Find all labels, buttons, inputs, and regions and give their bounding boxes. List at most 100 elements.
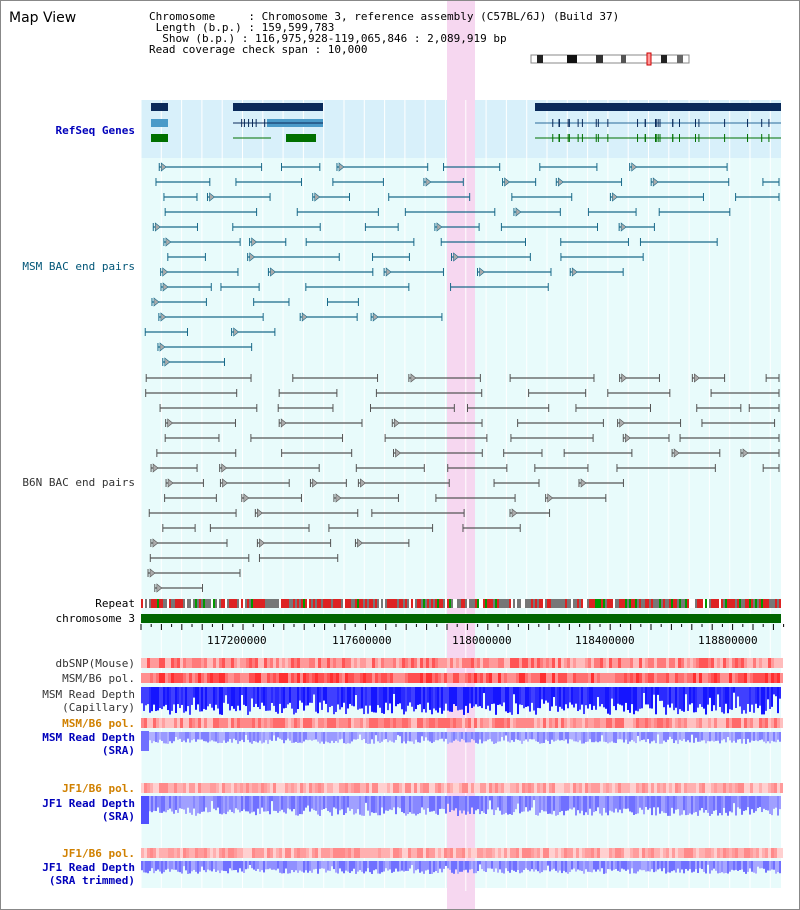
repeat-element [399, 599, 401, 608]
msm-b6-pol-orange-cell [747, 718, 750, 728]
msm-cap-depth-bar [491, 687, 493, 705]
msm-cap-depth-bar [159, 687, 161, 709]
msm-b6-pol-cell [453, 673, 456, 683]
msm-sra-depth-bar [329, 732, 331, 744]
jf1-b6-pol-cell [297, 783, 300, 793]
msm-b6-pol-orange-cell [345, 718, 348, 728]
msm-b6-pol-orange-cell [660, 718, 663, 728]
msm-b6-pol-orange-cell [684, 718, 687, 728]
msm-bac-label[interactable]: MSM BAC end pairs [22, 260, 135, 273]
msm-sra-depth-bar [263, 732, 265, 743]
msm-b6-pol-cell [165, 673, 168, 683]
jf1-b6-pol-cell [360, 783, 363, 793]
jf1-sra-depth-bar [615, 796, 617, 809]
jf1-b6-pol-2-cell [177, 848, 180, 858]
msm-b6-pol-cell [540, 673, 543, 683]
msm-b6-pol-orange-cell [324, 718, 327, 728]
jf1-b6-pol-2-cell [741, 848, 744, 858]
dbsnp-cell [678, 658, 681, 668]
msm-sra-depth-bar [683, 732, 685, 740]
jf1-b6-pol-cell [372, 783, 375, 793]
msm-sra-depth-spike [141, 731, 149, 751]
jf1-trim-depth-bar [645, 861, 647, 872]
msm-sra-depth-bar [161, 732, 163, 741]
msm-b6-pol-cell [771, 673, 774, 683]
jf1-trim-depth-bar [593, 861, 595, 870]
msm-b6-pol-cell [201, 673, 204, 683]
dbsnp-cell [645, 658, 648, 668]
msm-sra-depth-bar [667, 732, 669, 740]
repeat-element [745, 599, 747, 608]
dbsnp-cell [531, 658, 534, 668]
msm-cap-depth-bar [173, 687, 175, 705]
msm-sra-depth-bar [767, 732, 769, 742]
msm-b6-pol-orange-cell [168, 718, 171, 728]
msm-bac-pair-arrow [504, 177, 511, 187]
jf1-b6-pol-2-cell [471, 848, 474, 858]
jf1-sra-depth-bar [723, 796, 725, 808]
jf1-trim-depth-bar [533, 861, 535, 872]
msm-b6-pol-cell [180, 673, 183, 683]
jf1-trim-depth-bar [147, 861, 149, 874]
msm-sra-depth-bar [287, 732, 289, 739]
dbsnp-cell [219, 658, 222, 668]
msm-b6-pol-cell [651, 673, 654, 683]
repeat-element [261, 599, 263, 608]
jf1-trim-depth-bar [575, 861, 577, 872]
msm-b6-pol-orange-cell [357, 718, 360, 728]
jf1-trim-depth-bar [779, 861, 781, 874]
msm-cap-depth-bar [641, 687, 643, 709]
repeat-element [325, 599, 327, 608]
jf1-b6-pol-2-cell [465, 848, 468, 858]
msm-sra-depth-bar [437, 732, 439, 741]
jf1-b6-pol-2-cell [507, 848, 510, 858]
jf1-trim-depth-bar [743, 861, 745, 872]
msm-b6-pol-cell [597, 673, 600, 683]
msm-sra-depth-bar [409, 732, 411, 742]
jf1-trim-depth-bar [261, 861, 263, 871]
repeat-element [545, 599, 547, 608]
dbsnp-cell [585, 658, 588, 668]
repeat-element [313, 599, 315, 608]
msm-sra-depth-bar [463, 732, 465, 741]
msm-b6-pol-orange-cell [726, 718, 729, 728]
msm-cap-depth-bar [371, 687, 373, 712]
msm-b6-pol-cell [753, 673, 756, 683]
dbsnp-cell [249, 658, 252, 668]
msm-sra-depth-bar [731, 732, 733, 743]
jf1-trim-depth-bar [349, 861, 351, 873]
msm-b6-pol-orange-cell [210, 718, 213, 728]
msm-b6-pol-cell [705, 673, 708, 683]
dbsnp-cell [321, 658, 324, 668]
jf1-trim-depth-bar [561, 861, 563, 874]
msm-bac-pair-arrow [270, 267, 276, 277]
msm-sra-depth-bar [423, 732, 425, 741]
msm-b6-pol-cell [720, 673, 723, 683]
msm-b6-pol-cell [582, 673, 585, 683]
msm-sra-depth-bar [395, 732, 397, 740]
msm-cap-depth-bar [435, 687, 437, 711]
repeat-element [483, 599, 485, 608]
msm-b6-pol-cell [171, 673, 174, 683]
msm-sra-depth-bar [643, 732, 645, 740]
dbsnp-cell [156, 658, 159, 668]
msm-b6-pol-orange-cell [300, 718, 303, 728]
dbsnp-cell [639, 658, 642, 668]
jf1-sra-depth-bar [277, 796, 279, 813]
b6n-bac-label[interactable]: B6N BAC end pairs [22, 476, 135, 489]
msm-sra-depth-bar [319, 732, 321, 744]
msm-b6-pol-cell [303, 673, 306, 683]
repeat-element [283, 599, 285, 608]
repeat-element [143, 599, 145, 608]
msm-b6-pol-orange-cell [270, 718, 273, 728]
jf1-trim-depth-bar [551, 861, 553, 870]
msm-cap-depth-bar [487, 687, 489, 706]
msm-sra-depth-bar [227, 732, 229, 742]
refseq-genes-label[interactable]: RefSeq Genes [55, 124, 135, 137]
jf1-sra-depth-bar [659, 796, 661, 814]
msm-sra-depth-bar [239, 732, 241, 742]
jf1-b6-pol-cell [762, 783, 765, 793]
jf1-sra-depth-bar [355, 796, 357, 814]
jf1-b6-pol-cell [249, 783, 252, 793]
